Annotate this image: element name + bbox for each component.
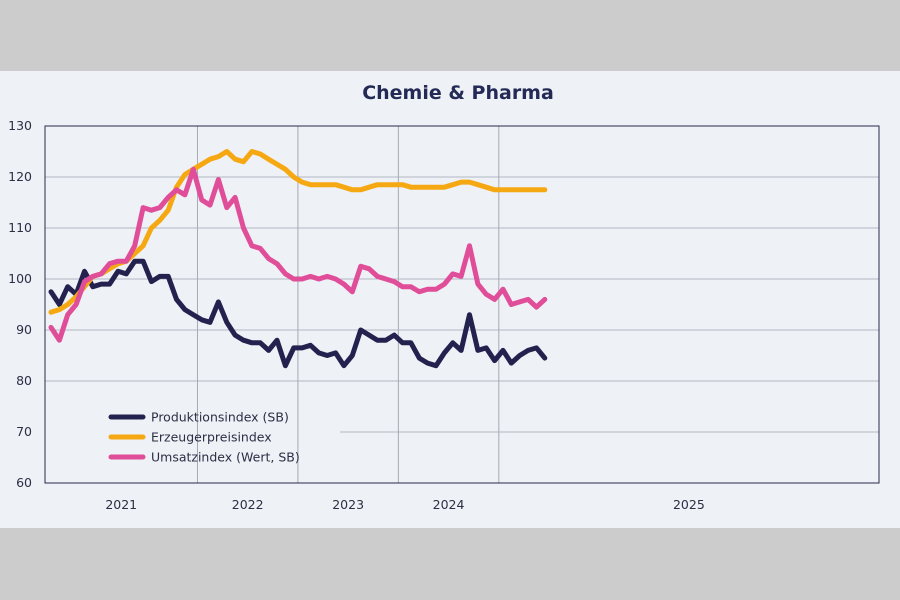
y-tick-label: 80 (16, 373, 32, 388)
x-tick-label: 2021 (105, 497, 137, 512)
x-tick-label: 2023 (332, 497, 364, 512)
y-tick-label: 60 (16, 475, 32, 490)
chart: Chemie & Pharma 60 70 80 90 100 110 120 130 2021… (8, 82, 880, 512)
x-tick-label: 2022 (232, 497, 264, 512)
chart-title: Chemie & Pharma (362, 82, 554, 104)
x-tick-label: 2024 (433, 497, 465, 512)
legend-label: Produktionsindex (SB) (151, 410, 289, 425)
series-line-1 (48, 258, 548, 369)
legend-label: Umsatzindex (Wert, SB) (151, 450, 300, 465)
legend-label: Erzeugerpreisindex (151, 430, 272, 445)
axis-labels: 60 70 80 90 100 110 120 130 2021 2022 2023 2024 2025 (8, 118, 705, 512)
series-line-3 (48, 166, 548, 343)
series-line-2 (48, 149, 548, 315)
chart-panel: Chemie & Pharma 60 70 80 90 100 110 120 130 2021… (0, 71, 900, 528)
series-lines (48, 149, 548, 369)
y-tick-label: 90 (16, 322, 32, 337)
y-tick-label: 120 (8, 169, 32, 184)
y-tick-label: 130 (8, 118, 32, 133)
legend: Produktionsindex (SB) Erzeugerpreisindex U… (108, 410, 300, 465)
plot-frame (44, 125, 880, 484)
y-tick-label: 100 (8, 271, 32, 286)
y-tick-label: 70 (16, 424, 32, 439)
y-tick-label: 110 (8, 220, 32, 235)
x-tick-label: 2025 (673, 497, 705, 512)
